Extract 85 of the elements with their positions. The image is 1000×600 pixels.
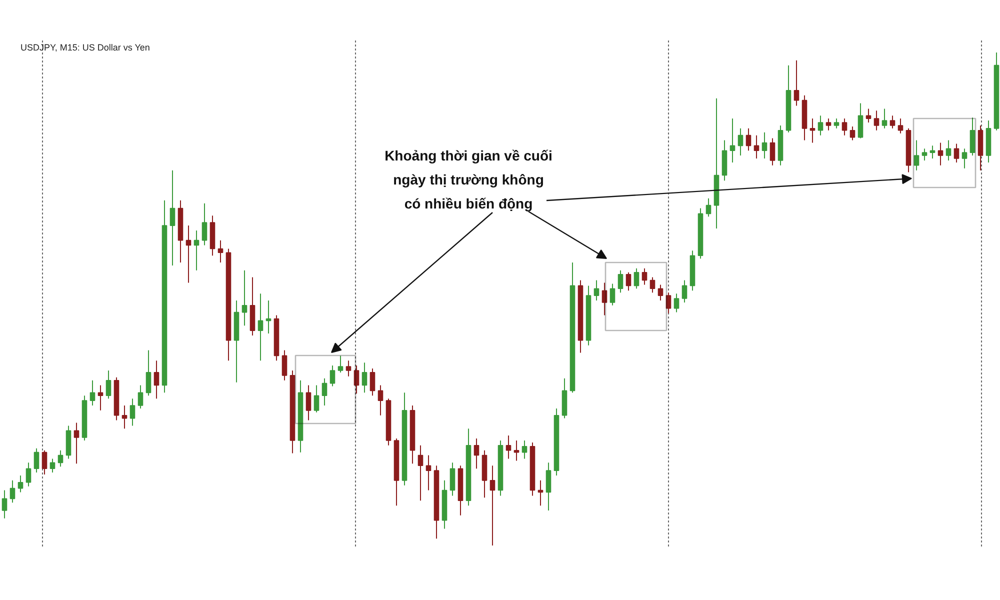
candlestick bbox=[258, 293, 264, 362]
candlestick bbox=[90, 380, 96, 406]
candlestick bbox=[898, 118, 904, 134]
candlestick bbox=[946, 140, 952, 161]
candlestick bbox=[962, 148, 968, 169]
candlestick bbox=[74, 422, 80, 464]
candlestick bbox=[858, 102, 864, 139]
candlestick bbox=[594, 280, 600, 301]
candlestick bbox=[754, 134, 760, 159]
candlestick bbox=[874, 110, 880, 131]
candlestick bbox=[626, 272, 632, 292]
candlestick bbox=[738, 128, 744, 156]
candlestick bbox=[130, 398, 136, 426]
candlestick bbox=[882, 108, 888, 129]
candlestick bbox=[330, 365, 336, 387]
candlestick bbox=[10, 480, 16, 504]
candlestick bbox=[914, 140, 920, 171]
candlestick bbox=[218, 240, 224, 264]
candlestick bbox=[826, 118, 832, 131]
candlestick bbox=[834, 118, 840, 129]
candlestick bbox=[2, 490, 8, 519]
candlestick bbox=[730, 118, 736, 163]
candlestick bbox=[658, 284, 664, 301]
candlestick bbox=[810, 118, 816, 144]
candlestick bbox=[666, 292, 672, 314]
candlestick bbox=[490, 465, 496, 546]
candlestick bbox=[546, 462, 552, 511]
candlestick bbox=[818, 115, 824, 136]
chart-title: USDJPY, M15: US Dollar vs Yen bbox=[20, 42, 150, 52]
candlestick bbox=[370, 368, 376, 396]
candlestick bbox=[138, 384, 144, 409]
candlestick bbox=[426, 454, 432, 491]
candlestick bbox=[794, 60, 800, 106]
candlestick bbox=[634, 268, 640, 290]
candlestick bbox=[202, 202, 208, 246]
candlestick bbox=[58, 450, 64, 468]
candlestick bbox=[170, 170, 176, 266]
candlestick bbox=[602, 282, 608, 316]
candlestick bbox=[954, 143, 960, 163]
candlestick bbox=[474, 438, 480, 470]
candlestick bbox=[106, 370, 112, 400]
candlestick bbox=[890, 115, 896, 129]
candlestick bbox=[50, 458, 56, 474]
candlestick bbox=[762, 132, 768, 159]
candlestick bbox=[346, 360, 352, 377]
candlestick bbox=[418, 444, 424, 502]
candlestick bbox=[42, 450, 48, 476]
candlestick bbox=[194, 230, 200, 271]
candlestick bbox=[98, 384, 104, 411]
candlestick bbox=[362, 362, 368, 394]
candlestick bbox=[282, 350, 288, 381]
candlestick bbox=[746, 128, 752, 152]
candlestick bbox=[522, 440, 528, 460]
candlestick bbox=[338, 355, 344, 373]
candlestick bbox=[378, 384, 384, 416]
candlestick bbox=[642, 268, 648, 286]
candlestick bbox=[970, 117, 976, 156]
candlestick bbox=[930, 145, 936, 159]
annotation: Khoảng thời gian về cuối ngày thị trường không có nhiều biến động bbox=[384, 148, 552, 212]
candlestick bbox=[866, 108, 872, 124]
candlestick bbox=[242, 270, 248, 326]
candlestick bbox=[34, 448, 40, 474]
candlestick bbox=[850, 126, 856, 141]
candlestick bbox=[610, 283, 616, 306]
candlestick bbox=[938, 142, 944, 166]
candlestick bbox=[618, 270, 624, 294]
candlestick bbox=[146, 350, 152, 396]
candlestick bbox=[922, 148, 928, 161]
candlestick bbox=[122, 404, 128, 430]
candlestick bbox=[354, 365, 360, 394]
candlestick bbox=[322, 378, 328, 406]
candlestick bbox=[682, 280, 688, 303]
candlestick bbox=[314, 384, 320, 413]
candlestick bbox=[154, 360, 160, 400]
candlestick bbox=[842, 118, 848, 136]
candlestick bbox=[650, 276, 656, 294]
candlestick bbox=[18, 474, 24, 493]
candlestick bbox=[706, 198, 712, 218]
candlestick bbox=[26, 462, 32, 487]
candlestick bbox=[674, 293, 680, 313]
candlestick bbox=[306, 384, 312, 421]
candlestick bbox=[450, 462, 456, 496]
candlestick bbox=[506, 435, 512, 460]
candlestick bbox=[770, 138, 776, 166]
candlestick bbox=[186, 225, 192, 284]
